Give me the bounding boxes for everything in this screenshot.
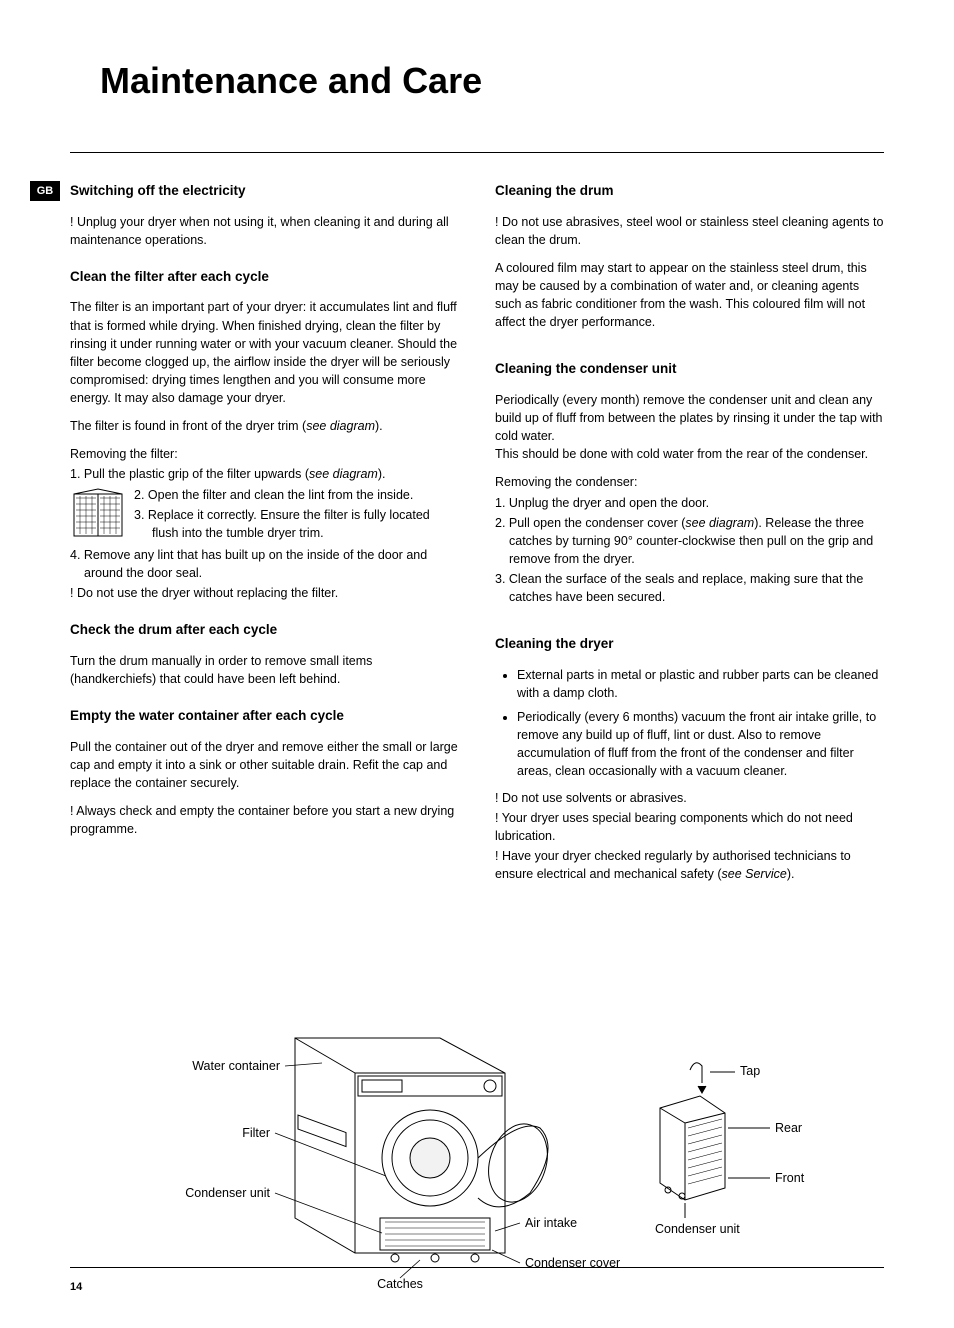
- body-text: ! Your dryer uses special bearing compon…: [495, 809, 884, 845]
- body-text: The filter is found in front of the drye…: [70, 417, 459, 435]
- content-area: GB Switching off the electricity ! Unplu…: [70, 181, 884, 893]
- body-text: A coloured film may start to appear on t…: [495, 259, 884, 332]
- list-item: 3. Clean the surface of the seals and re…: [495, 570, 884, 606]
- page-number: 14: [70, 1281, 82, 1293]
- body-text: ! Do not use solvents or abrasives.: [495, 789, 884, 807]
- label-condenser-unit-l: Condenser unit: [185, 1186, 270, 1200]
- body-text: Removing the filter:: [70, 445, 459, 463]
- list-item: Periodically (every 6 months) vacuum the…: [517, 708, 884, 781]
- appliance-diagram: Water container Filter Condenser unit Ca…: [100, 1018, 880, 1288]
- list-item: 2. Pull open the condenser cover (see di…: [495, 514, 884, 568]
- body-text: ! Do not use the dryer without replacing…: [70, 584, 459, 602]
- bullet-list: External parts in metal or plastic and r…: [495, 666, 884, 781]
- filter-steps: 2. Open the filter and clean the lint fr…: [134, 486, 459, 542]
- language-tab: GB: [30, 181, 60, 201]
- body-text: Turn the drum manually in order to remov…: [70, 652, 459, 688]
- heading-cleaning-condenser: Cleaning the condenser unit: [495, 359, 884, 379]
- label-filter: Filter: [242, 1126, 270, 1140]
- body-text: ! Always check and empty the container b…: [70, 802, 459, 838]
- bottom-rule: [70, 1267, 884, 1268]
- label-catches: Catches: [377, 1277, 423, 1288]
- list-item: 1. Unplug the dryer and open the door.: [495, 494, 884, 512]
- label-water-container: Water container: [192, 1059, 280, 1073]
- label-air-intake: Air intake: [525, 1216, 577, 1230]
- heading-empty-container: Empty the water container after each cyc…: [70, 706, 459, 726]
- label-tap: Tap: [740, 1064, 760, 1078]
- top-rule: [70, 152, 884, 153]
- label-rear: Rear: [775, 1121, 802, 1135]
- label-front: Front: [775, 1171, 805, 1185]
- body-text: ! Unplug your dryer when not using it, w…: [70, 213, 459, 249]
- list-item: 4. Remove any lint that has built up on …: [70, 546, 459, 582]
- list-item: External parts in metal or plastic and r…: [517, 666, 884, 702]
- heading-clean-filter: Clean the filter after each cycle: [70, 267, 459, 287]
- body-text: This should be done with cold water from…: [495, 445, 884, 463]
- page-title: Maintenance and Care: [100, 60, 884, 102]
- label-condenser-unit-r: Condenser unit: [655, 1222, 740, 1236]
- list-item: 1. Pull the plastic grip of the filter u…: [70, 465, 459, 483]
- body-text: Pull the container out of the dryer and …: [70, 738, 459, 792]
- body-text: ! Have your dryer checked regularly by a…: [495, 847, 884, 883]
- list-item: 3. Replace it correctly. Ensure the filt…: [134, 506, 459, 542]
- left-column: Switching off the electricity ! Unplug y…: [70, 181, 459, 893]
- heading-cleaning-dryer: Cleaning the dryer: [495, 634, 884, 654]
- filter-icon: [70, 486, 126, 542]
- body-text: Periodically (every month) remove the co…: [495, 391, 884, 445]
- body-text: ! Do not use abrasives, steel wool or st…: [495, 213, 884, 249]
- heading-switch-off: Switching off the electricity: [70, 181, 459, 201]
- list-item: 2. Open the filter and clean the lint fr…: [134, 486, 459, 504]
- right-column: Cleaning the drum ! Do not use abrasives…: [495, 181, 884, 893]
- body-text: Removing the condenser:: [495, 473, 884, 491]
- heading-cleaning-drum: Cleaning the drum: [495, 181, 884, 201]
- heading-check-drum: Check the drum after each cycle: [70, 620, 459, 640]
- body-text: The filter is an important part of your …: [70, 298, 459, 407]
